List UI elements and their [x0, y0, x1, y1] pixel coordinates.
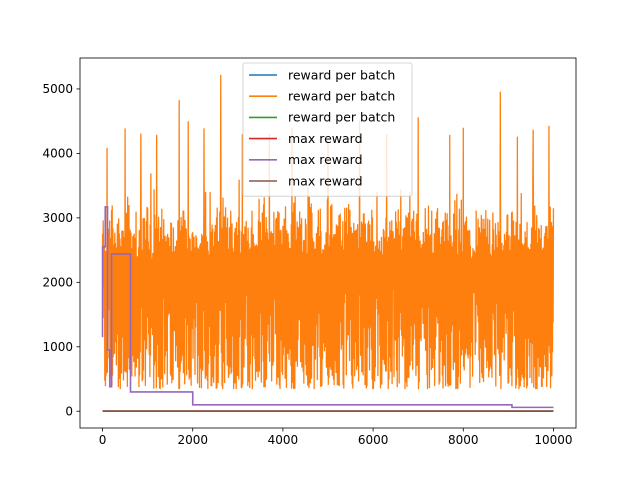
y-tick-label: 1000	[42, 340, 73, 354]
axis-layer: 0 2000 4000 6000 8000 10000 0 1000 2000 3000 4000 5…	[42, 82, 572, 447]
series-line-max-reward	[101, 206, 554, 409]
legend-label: reward per batch	[288, 110, 395, 125]
legend-label: max reward	[288, 152, 363, 167]
x-tick-label: 6000	[358, 433, 389, 447]
x-tick-label: 0	[99, 433, 107, 447]
legend-label: reward per batch	[288, 89, 395, 104]
x-tick-label: 4000	[268, 433, 299, 447]
legend-label: max reward	[288, 173, 363, 188]
legend-label: reward per batch	[288, 67, 395, 82]
x-tick-label: 2000	[177, 433, 208, 447]
legend-label: max reward	[288, 131, 363, 146]
y-tick-label: 0	[65, 405, 73, 419]
plot-frame	[79, 57, 577, 429]
x-tick-label: 10000	[534, 433, 572, 447]
y-tick-label: 2000	[42, 276, 73, 290]
y-tick-label: 4000	[42, 147, 73, 161]
legend-box	[242, 62, 413, 197]
y-tick-label: 3000	[42, 211, 73, 225]
legend: reward per batch reward per batch reward p…	[242, 62, 413, 197]
x-tick-label: 8000	[448, 433, 479, 447]
y-tick-label: 5000	[42, 82, 73, 96]
